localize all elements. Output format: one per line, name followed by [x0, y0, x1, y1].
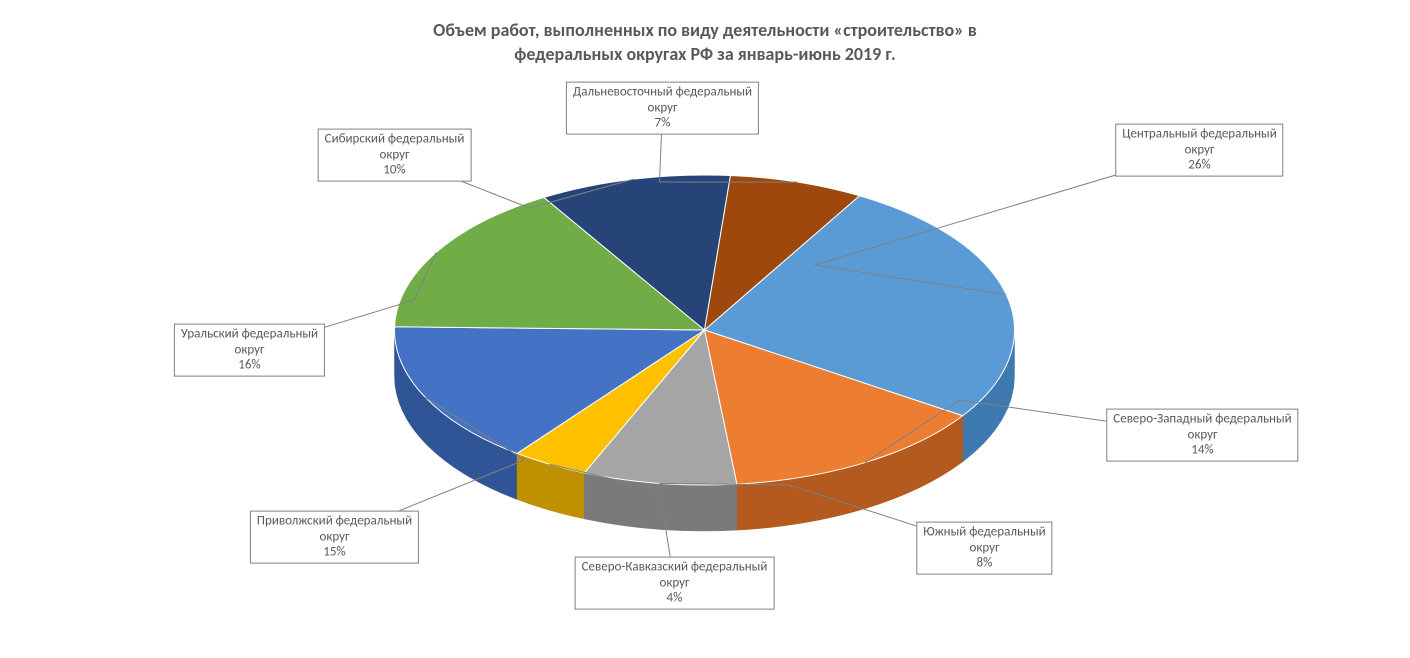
slice-name-2: округ	[379, 147, 409, 162]
slice-name-2: округ	[234, 342, 264, 357]
slice-name-2: округ	[970, 540, 1000, 555]
slice-label: Южный федеральныйокруг8%	[916, 522, 1052, 575]
slice-name: Южный федеральный	[923, 525, 1045, 540]
pie-chart: Центральный федеральныйокруг26%Северо-За…	[705, 330, 706, 331]
slice-name: Дальневосточный федеральный	[573, 85, 752, 100]
slice-label: Центральный федеральныйокруг26%	[1115, 124, 1283, 177]
slice-name-2: округ	[320, 529, 350, 544]
slice-label: Дальневосточный федеральныйокруг7%	[566, 82, 759, 135]
slice-percent: 4%	[667, 591, 683, 606]
slice-name: Уральский федеральный	[181, 327, 318, 342]
slice-percent: 10%	[383, 163, 405, 178]
slice-name: Центральный федеральный	[1122, 127, 1276, 142]
slice-name-2: округ	[660, 575, 690, 590]
slice-name: Северо-Кавказский федеральный	[582, 560, 768, 575]
slice-percent: 16%	[238, 358, 260, 373]
slice-label: Уральский федеральныйокруг16%	[174, 324, 325, 377]
slice-label: Северо-Западный федеральныйокруг14%	[1106, 409, 1298, 462]
slice-label: Северо-Кавказский федеральныйокруг4%	[575, 557, 775, 610]
slice-percent: 14%	[1191, 443, 1213, 458]
slice-name-2: округ	[1185, 142, 1215, 157]
slice-name-2: округ	[647, 100, 677, 115]
slice-name: Сибирский федеральный	[325, 132, 465, 147]
slice-name-2: округ	[1187, 427, 1217, 442]
slice-label: Сибирский федеральныйокруг10%	[318, 129, 472, 182]
slice-percent: 8%	[977, 556, 993, 571]
slice-percent: 26%	[1188, 158, 1210, 173]
slice-percent: 7%	[655, 116, 671, 131]
slice-percent: 15%	[323, 545, 345, 560]
slice-label: Приволжский федеральныйокруг15%	[250, 511, 419, 564]
slice-name: Северо-Западный федеральный	[1113, 412, 1291, 427]
slice-name: Приволжский федеральный	[257, 514, 412, 529]
